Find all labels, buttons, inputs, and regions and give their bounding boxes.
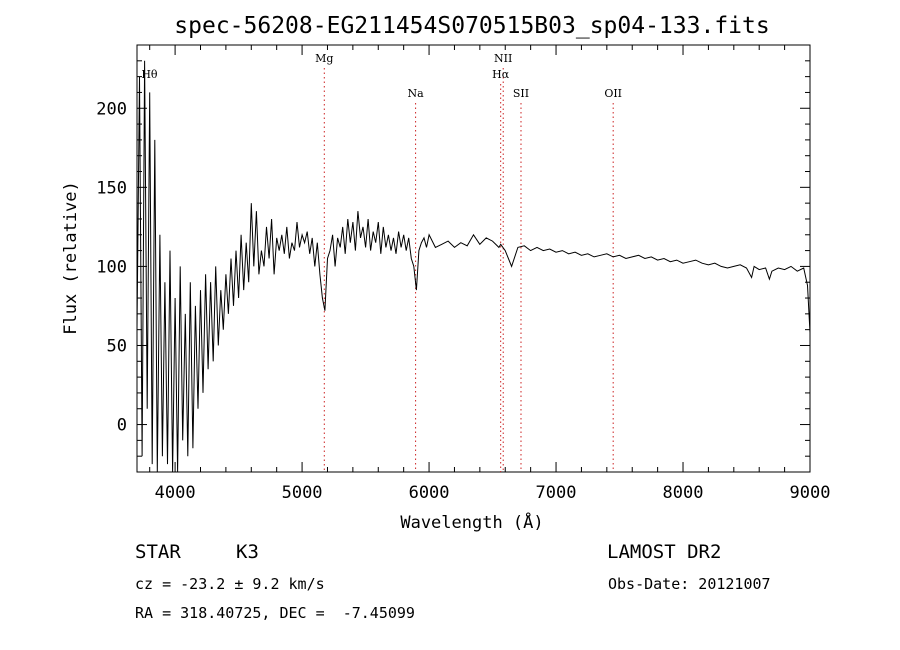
plot-frame [136, 44, 811, 473]
y-tick-label: 100 [96, 257, 127, 277]
x-tick-label: 7000 [536, 483, 577, 503]
x-axis-label: Wavelength (Å) [400, 511, 543, 533]
y-tick-label: 150 [96, 178, 127, 198]
x-tick-labels: 4000 5000 6000 7000 8000 9000 [155, 483, 831, 503]
object-subclass: K3 [236, 541, 259, 563]
x-tick-label: 8000 [663, 483, 704, 503]
spectral-line-label: Na [408, 87, 425, 100]
y-tick-label: 200 [96, 99, 127, 119]
x-tick-label: 9000 [790, 483, 831, 503]
spectrum-series-line [137, 60, 810, 472]
cz-value: cz = -23.2 ± 9.2 km/s [135, 575, 325, 593]
survey-name: LAMOST DR2 [607, 541, 722, 563]
spectral-line-label: Hθ [141, 68, 158, 81]
spectral-line-label: NII [494, 52, 512, 65]
object-class: STAR [135, 541, 181, 563]
spectral-line-label: SII [513, 87, 529, 100]
spectral-line-label: OII [604, 87, 622, 100]
y-axis-label: Flux (relative) [61, 181, 81, 335]
coordinates: RA = 318.40725, DEC = -7.45099 [135, 604, 415, 622]
x-tick-label: 5000 [282, 483, 323, 503]
spectral-line-label: Hα [492, 68, 510, 81]
y-tick-label: 0 [117, 416, 127, 436]
y-tick-label: 50 [107, 336, 127, 356]
x-tick-label: 4000 [155, 483, 196, 503]
chart-title: spec-56208-EG211454S070515B03_sp04-133.f… [174, 13, 769, 39]
x-tick-label: 6000 [409, 483, 450, 503]
obs-date: Obs-Date: 20121007 [608, 575, 771, 593]
spectral-line-label: Mg [315, 52, 333, 65]
y-tick-labels: 0 50 100 150 200 [96, 99, 127, 435]
axis-ticks [137, 44, 811, 472]
